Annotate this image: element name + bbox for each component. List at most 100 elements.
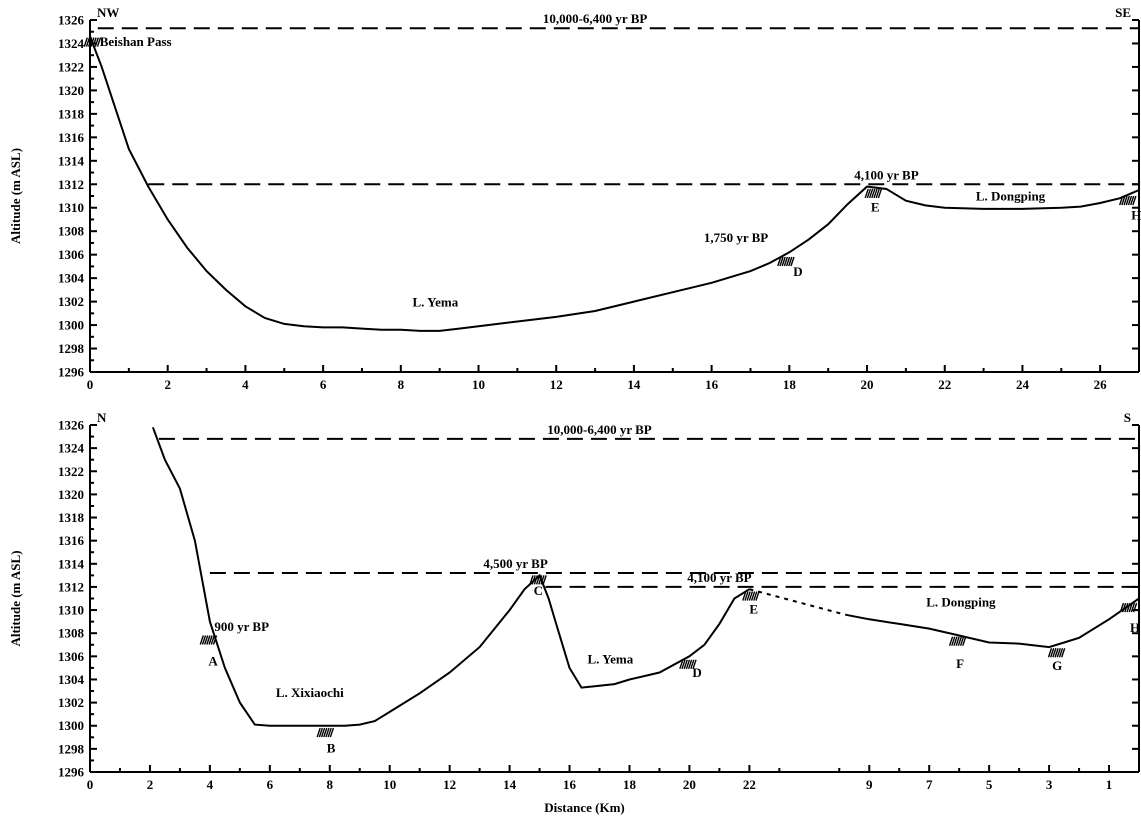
y-tick-label: 1310: [58, 603, 84, 618]
sample-site-marker: [317, 728, 333, 737]
direction-label-right: S: [1124, 410, 1131, 425]
x-tick-label: 14: [627, 377, 641, 392]
x-tick-label: 0: [87, 377, 94, 392]
y-tick-label: 1326: [58, 418, 85, 433]
y-tick-label: 1318: [58, 510, 85, 525]
x-tick-label: 6: [267, 777, 274, 792]
annotation-label: H: [1130, 620, 1140, 635]
y-tick-label: 1310: [58, 200, 84, 215]
annotation-label: H: [1131, 207, 1141, 222]
y-tick-label: 1312: [58, 579, 84, 594]
sample-site-marker: [743, 592, 759, 601]
annotation-label: B: [327, 740, 336, 755]
y-tick-label: 1308: [58, 224, 85, 239]
sample-site-marker: [1048, 648, 1064, 657]
x-tick-label: 4: [207, 777, 214, 792]
x-tick-label: 8: [327, 777, 334, 792]
lake-level-label: 10,000-6,400 yr BP: [547, 422, 652, 437]
annotation-label: C: [534, 583, 543, 598]
direction-label-left: N: [97, 410, 107, 425]
x-tick-label: 20: [861, 377, 874, 392]
dotted-link-line: [749, 589, 845, 615]
x-tick-label: 10: [472, 377, 485, 392]
y-tick-label: 1300: [58, 318, 84, 333]
annotation-label: 1,750 yr BP: [704, 230, 768, 245]
annotation-label: L. Xixiaochi: [276, 685, 344, 700]
y-tick-label: 1304: [58, 271, 85, 286]
annotation-label: D: [692, 665, 701, 680]
y-tick-label: 1306: [58, 247, 85, 262]
x-tick-label: 3: [1046, 777, 1053, 792]
y-tick-label: 1302: [58, 695, 84, 710]
annotation-label: E: [749, 602, 758, 617]
x-tick-label: 18: [783, 377, 797, 392]
x-tick-label: 16: [705, 377, 719, 392]
annotation-label: E: [871, 199, 880, 214]
y-axis-title: Altitude (m ASL): [8, 148, 23, 244]
y-tick-label: 1320: [58, 487, 84, 502]
annotation-label: L. Dongping: [976, 189, 1046, 204]
x-tick-label: 1: [1106, 777, 1113, 792]
top-profile-panel: 1296129813001302130413061308131013121314…: [8, 5, 1141, 392]
y-tick-label: 1306: [58, 649, 85, 664]
annotation-label: A: [208, 654, 218, 669]
y-tick-label: 1302: [58, 294, 84, 309]
y-tick-label: 1296: [58, 765, 85, 780]
x-tick-label: 0: [87, 777, 94, 792]
bottom-profile-panel: 1296129813001302130413061308131013121314…: [8, 410, 1140, 815]
x-tick-label: 2: [147, 777, 154, 792]
y-tick-label: 1318: [58, 106, 85, 121]
sample-site-marker: [1120, 196, 1136, 205]
x-tick-label: 12: [550, 377, 563, 392]
y-tick-label: 1316: [58, 533, 85, 548]
x-tick-label: 12: [443, 777, 456, 792]
terrain-profile-line: [153, 427, 750, 725]
lake-level-label: 4,500 yr BP: [483, 556, 547, 571]
y-tick-label: 1322: [58, 59, 84, 74]
y-tick-label: 1308: [58, 626, 85, 641]
x-axis-title: Distance (Km): [544, 800, 625, 815]
x-tick-label: 2: [164, 377, 171, 392]
x-tick-label: 8: [398, 377, 405, 392]
y-axis-title: Altitude (m ASL): [8, 550, 23, 646]
y-tick-label: 1316: [58, 130, 85, 145]
y-tick-label: 1304: [58, 672, 85, 687]
y-tick-label: 1298: [58, 341, 85, 356]
x-tick-label: 10: [383, 777, 396, 792]
x-tick-label: 6: [320, 377, 327, 392]
annotation-label: L. Dongping: [926, 595, 996, 610]
y-tick-label: 1324: [58, 36, 85, 51]
y-tick-label: 1300: [58, 718, 84, 733]
sample-site-marker: [200, 636, 216, 645]
sample-site-marker: [865, 189, 881, 198]
sample-site-marker: [1120, 603, 1136, 612]
annotation-label: F: [956, 656, 964, 671]
x-tick-label: 14: [503, 777, 517, 792]
annotation-label: G: [1052, 658, 1062, 673]
x-tick-label: 26: [1094, 377, 1108, 392]
annotation-label: L. Yema: [588, 651, 634, 666]
y-tick-label: 1296: [58, 365, 85, 380]
direction-label-left: NW: [97, 5, 119, 20]
x-tick-label: 16: [563, 777, 577, 792]
x-tick-label: 22: [938, 377, 951, 392]
lake-level-label: 4,100 yr BP: [854, 167, 918, 182]
sample-site-marker: [950, 637, 966, 646]
y-tick-label: 1324: [58, 441, 85, 456]
direction-label-right: SE: [1115, 5, 1131, 20]
annotation-label: D: [793, 264, 802, 279]
sample-site-marker: [778, 257, 794, 266]
lake-level-label: 10,000-6,400 yr BP: [543, 11, 648, 26]
y-tick-label: 1298: [58, 741, 85, 756]
x-tick-label: 5: [986, 777, 993, 792]
y-tick-label: 1314: [58, 153, 85, 168]
x-tick-label: 24: [1016, 377, 1030, 392]
annotation-label: Beishan Pass: [100, 34, 172, 49]
y-tick-label: 1314: [58, 556, 85, 571]
lake-level-label: 4,100 yr BP: [687, 570, 751, 585]
annotation-label: 900 yr BP: [214, 619, 269, 634]
x-tick-label: 20: [683, 777, 696, 792]
x-tick-label: 4: [242, 377, 249, 392]
y-tick-label: 1326: [58, 13, 85, 28]
